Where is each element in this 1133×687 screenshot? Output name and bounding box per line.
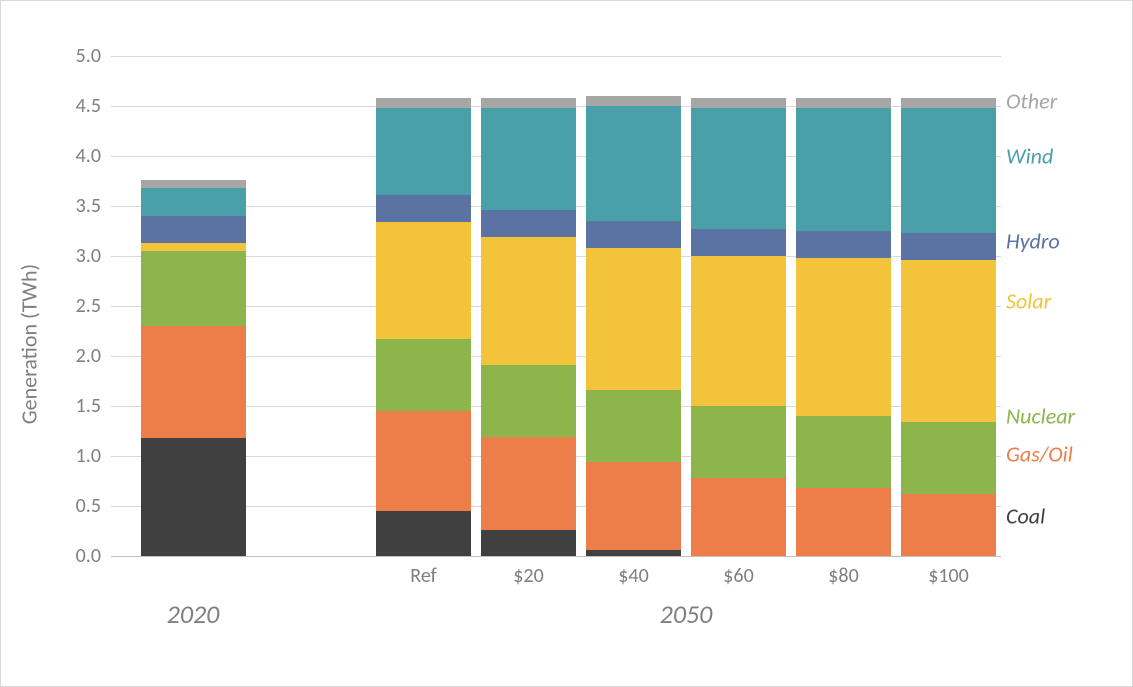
legend-item-hydro: Hydro <box>1006 228 1060 255</box>
bar-segment-other <box>901 98 996 108</box>
x-group-label: 2050 <box>660 556 713 630</box>
bar-y2020 <box>141 56 246 556</box>
y-axis-title: Generation (TWh) <box>16 263 43 423</box>
legend-item-wind: Wind <box>1006 143 1053 170</box>
gridline <box>111 556 1001 557</box>
bar-segment-hydro <box>586 221 681 248</box>
bar-segment-solar <box>796 258 891 416</box>
bar-segment-wind <box>376 108 471 195</box>
legend-item-nuclear: Nuclear <box>1006 403 1075 430</box>
y-tick-label: 3.0 <box>76 244 111 268</box>
plot-area: 0.00.51.01.52.02.53.03.54.04.55.0 Ref$20… <box>111 56 1001 556</box>
x-tick-label: $80 <box>828 556 858 588</box>
bar-segment-wind <box>691 108 786 229</box>
y-tick-label: 1.5 <box>76 394 111 418</box>
bar-segment-other <box>586 96 681 106</box>
y-tick-label: 4.5 <box>76 94 111 118</box>
bar-segment-wind <box>901 108 996 233</box>
x-tick-label: $40 <box>618 556 648 588</box>
bar-segment-other <box>796 98 891 108</box>
bar-p40: $40 <box>586 56 681 556</box>
legend-item-coal: Coal <box>1006 503 1045 530</box>
y-tick-label: 2.5 <box>76 294 111 318</box>
bar-ref: Ref <box>376 56 471 556</box>
bar-segment-solar <box>691 256 786 406</box>
bar-segment-other <box>141 180 246 188</box>
bar-segment-gasoil <box>481 437 576 530</box>
bar-segment-nuclear <box>481 365 576 437</box>
x-tick-label: Ref <box>410 556 436 588</box>
bar-segment-solar <box>141 243 246 251</box>
y-tick-label: 2.0 <box>76 344 111 368</box>
legend-item-solar: Solar <box>1006 288 1051 315</box>
bar-segment-hydro <box>481 210 576 237</box>
bar-segment-nuclear <box>901 422 996 494</box>
y-tick-label: 0.0 <box>76 544 111 568</box>
bar-segment-solar <box>901 260 996 422</box>
bar-segment-gasoil <box>376 411 471 511</box>
bar-segment-coal <box>481 530 576 556</box>
bar-segment-solar <box>481 237 576 365</box>
y-tick-label: 4.0 <box>76 144 111 168</box>
bar-segment-nuclear <box>691 406 786 478</box>
x-tick-label: $20 <box>513 556 543 588</box>
bar-segment-gasoil <box>691 478 786 556</box>
bar-p100: $100 <box>901 56 996 556</box>
x-tick-label: $100 <box>928 556 969 588</box>
x-tick-label: $60 <box>723 556 753 588</box>
bar-segment-gasoil <box>586 462 681 550</box>
bar-p60: $60 <box>691 56 786 556</box>
bar-segment-hydro <box>796 231 891 258</box>
bar-segment-nuclear <box>141 251 246 326</box>
bar-segment-other <box>481 98 576 108</box>
bars-layer: Ref$20$40$60$80$10020202050 <box>111 56 1001 556</box>
y-tick-label: 0.5 <box>76 494 111 518</box>
bar-segment-wind <box>141 188 246 216</box>
bar-segment-wind <box>586 106 681 221</box>
bar-segment-solar <box>376 222 471 339</box>
bar-segment-coal <box>141 438 246 556</box>
bar-segment-coal <box>376 511 471 556</box>
y-tick-label: 5.0 <box>76 44 111 68</box>
bar-segment-other <box>691 98 786 108</box>
bar-segment-nuclear <box>586 390 681 462</box>
bar-segment-wind <box>796 108 891 231</box>
y-tick-label: 3.5 <box>76 194 111 218</box>
legend-item-gasoil: Gas/Oil <box>1006 441 1073 468</box>
bar-p20: $20 <box>481 56 576 556</box>
bar-segment-hydro <box>691 229 786 256</box>
bar-segment-other <box>376 98 471 108</box>
bar-segment-nuclear <box>796 416 891 488</box>
bar-segment-gasoil <box>901 494 996 556</box>
bar-segment-gasoil <box>796 488 891 556</box>
bar-segment-solar <box>586 248 681 390</box>
bar-segment-gasoil <box>141 326 246 438</box>
chart-frame: Generation (TWh) 0.00.51.01.52.02.53.03.… <box>0 0 1133 687</box>
legend-item-other: Other <box>1006 88 1057 115</box>
x-group-label: 2020 <box>167 556 220 630</box>
bar-segment-nuclear <box>376 339 471 411</box>
bar-p80: $80 <box>796 56 891 556</box>
y-tick-label: 1.0 <box>76 444 111 468</box>
bar-segment-hydro <box>901 233 996 260</box>
bar-segment-wind <box>481 108 576 210</box>
bar-segment-hydro <box>376 195 471 222</box>
bar-segment-hydro <box>141 216 246 243</box>
